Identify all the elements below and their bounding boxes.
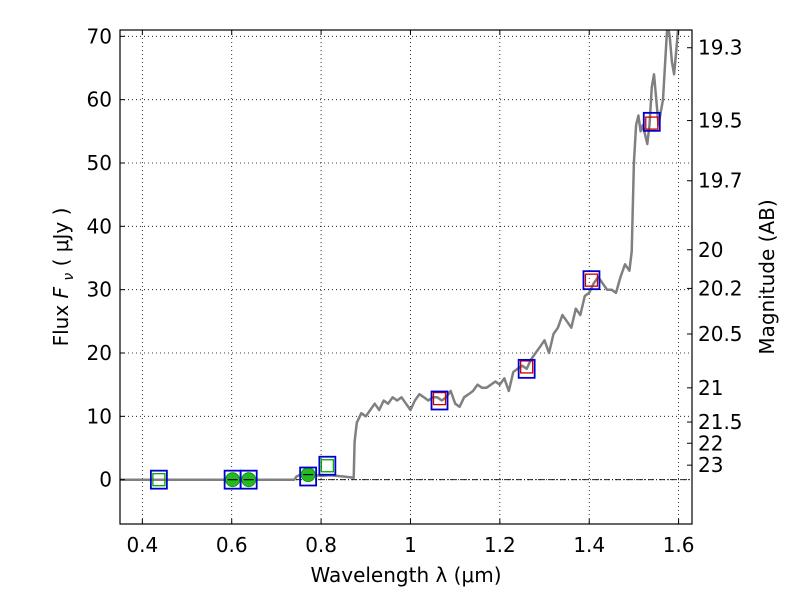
y-axis-label-post: ( μJy )	[49, 208, 73, 267]
x-tick-label: 1.6	[663, 533, 695, 557]
plot-layer	[120, 30, 692, 490]
model-photometry-marker	[320, 459, 335, 473]
y-axis-label-var: F	[49, 286, 73, 298]
y-axis-label: Flux F ν ( μJy )	[49, 208, 78, 347]
y-tick-label: 30	[87, 278, 112, 302]
model-photometry-marker	[520, 360, 534, 374]
model-photometry-marker	[152, 473, 166, 487]
observed-photometry-box	[239, 469, 258, 490]
x-tick-label: 0.6	[216, 533, 248, 557]
y-tick-label: 50	[87, 151, 112, 175]
observed-photometry-box	[517, 358, 536, 379]
mag-tick-label: 21.5	[698, 410, 743, 434]
plot-frame	[119, 29, 693, 525]
x-tick-label: 0.8	[305, 533, 337, 557]
y-tick-label: 0	[99, 468, 112, 492]
right-axis-label: Magnitude (AB)	[755, 199, 779, 354]
y-tick-label: 70	[87, 24, 112, 48]
y-axis-label-sub: ν	[61, 273, 77, 281]
mag-tick-label: 20.5	[698, 322, 743, 346]
model-photometry-marker	[584, 273, 599, 287]
y-tick-label: 10	[87, 404, 112, 428]
observed-photometry-box	[299, 466, 318, 487]
model-sed-line	[120, 30, 680, 481]
observed-photometry-box	[149, 469, 168, 490]
y-tick-label: 40	[87, 214, 112, 238]
x-tick-label: 1.2	[484, 533, 516, 557]
y-tick-label: 60	[87, 88, 112, 112]
mag-tick-label: 23	[698, 453, 723, 477]
observed-photometry-box	[642, 111, 661, 132]
model-photometry-marker	[432, 391, 447, 406]
mag-tick-label: 19.5	[698, 109, 743, 133]
y-tick-label: 20	[87, 341, 112, 365]
mag-tick-label: 20	[698, 238, 723, 262]
x-tick-label: 1	[404, 533, 417, 557]
x-axis-label: Wavelength λ (μm)	[310, 563, 501, 587]
x-tick-label: 1.4	[573, 533, 605, 557]
y-axis-label-pre: Flux	[49, 298, 73, 346]
grid-layer	[120, 30, 692, 524]
mag-tick-label: 22	[698, 431, 723, 455]
observed-photometry-box	[318, 455, 337, 476]
observed-photometry-box	[582, 270, 601, 291]
observed-photometry-box	[430, 390, 449, 411]
mag-tick-label: 19.7	[698, 169, 743, 193]
x-tick-label: 0.4	[126, 533, 158, 557]
mag-tick-label: 21	[698, 376, 723, 400]
model-photometry-marker	[645, 116, 659, 130]
mag-tick-label: 19.3	[698, 36, 743, 60]
tick-layer: 0.4 0.6 0.8 1 1.2 1.4 1.6 0 10 20 30 40 50 60 70 19.3 19…	[87, 24, 743, 557]
mag-tick-label: 20.2	[698, 276, 743, 300]
